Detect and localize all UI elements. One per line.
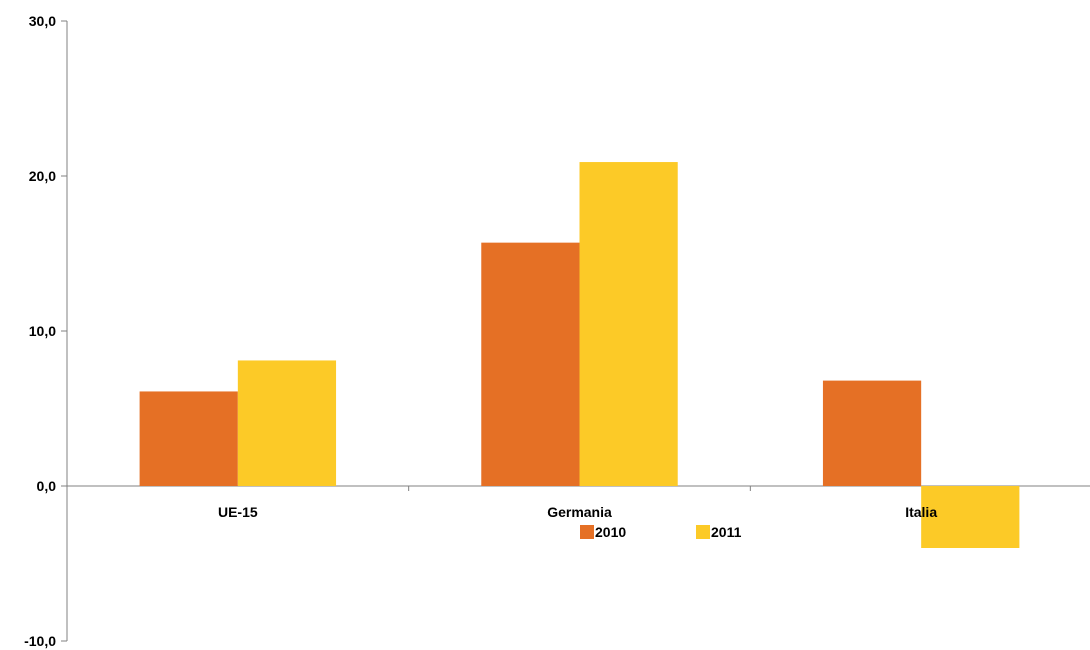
- category-label: UE-15: [218, 504, 258, 520]
- y-tick-label: 30,0: [29, 13, 56, 29]
- category-label: Germania: [547, 504, 612, 520]
- legend-label: 2011: [711, 524, 742, 540]
- bar-2010-ue-15: [139, 391, 238, 486]
- legend: 2010 2011: [580, 524, 742, 540]
- bar-2011-italia: [921, 486, 1020, 548]
- labels: -10,0 0,0 10,0 20,0 30,0 UE-15 Germania Italia: [24, 13, 937, 649]
- y-tick-label: 20,0: [29, 168, 56, 184]
- bar-2011-germania: [579, 162, 678, 487]
- bars: [139, 162, 1020, 548]
- legend-label: 2010: [595, 524, 626, 540]
- legend-swatch: [580, 525, 594, 539]
- bar-2011-ue-15: [237, 360, 337, 486]
- legend-swatch: [696, 525, 710, 539]
- category-label: Italia: [905, 504, 937, 520]
- bar-2010-germania: [481, 242, 580, 486]
- y-tick-label: -10,0: [24, 633, 56, 649]
- y-tick-label: 0,0: [37, 478, 57, 494]
- bar-2010-italia: [822, 380, 922, 486]
- y-tick-label: 10,0: [29, 323, 56, 339]
